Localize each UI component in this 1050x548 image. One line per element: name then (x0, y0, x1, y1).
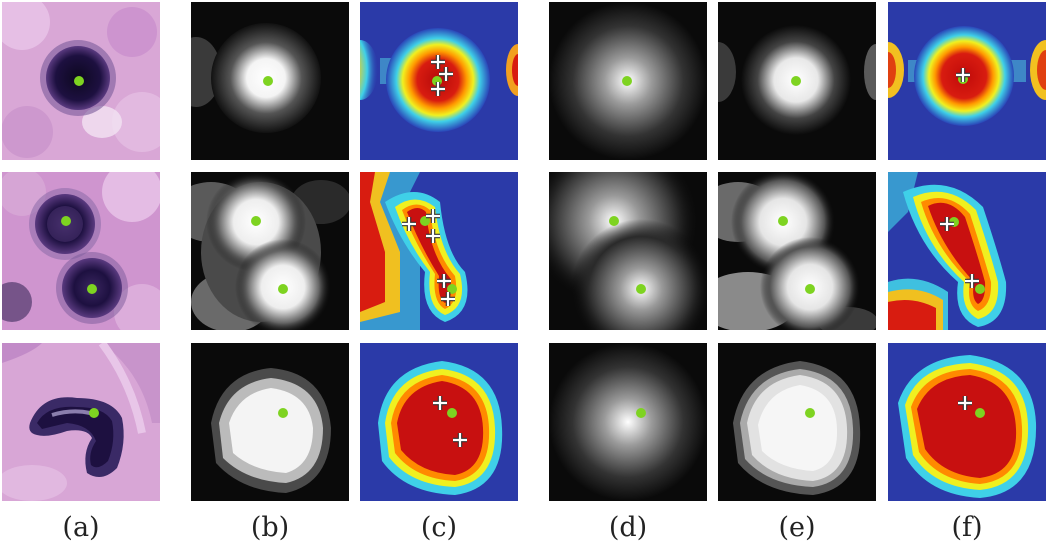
probability-map (191, 343, 349, 501)
histology-image (2, 172, 160, 330)
tile-b-row3 (191, 343, 349, 501)
tile-e-row1 (718, 2, 876, 160)
tile-d-row2 (549, 172, 707, 330)
caption-e: (e) (778, 512, 816, 543)
tile-d-row3 (549, 343, 707, 501)
heatmap (888, 343, 1046, 501)
histology-image (2, 2, 160, 160)
regression-map (718, 2, 876, 160)
tile-d-row1 (549, 2, 707, 160)
tile-c-row3 (360, 343, 518, 501)
heatmap (360, 172, 518, 330)
tile-b-row2 (191, 172, 349, 330)
probability-map (191, 2, 349, 160)
tile-b-row1 (191, 2, 349, 160)
tile-e-row2 (718, 172, 876, 330)
tile-a-row3 (2, 343, 160, 501)
histology-image (2, 343, 160, 501)
probability-map (191, 172, 349, 330)
caption-d: (d) (608, 512, 648, 543)
heatmap (360, 343, 518, 501)
tile-c-row1 (360, 2, 518, 160)
distance-map (549, 172, 707, 330)
tile-e-row3 (718, 343, 876, 501)
heatmap (888, 172, 1046, 330)
caption-b: (b) (250, 512, 290, 543)
distance-map (549, 2, 707, 160)
heatmap (360, 2, 518, 160)
heatmap (888, 2, 1046, 160)
regression-map (718, 343, 876, 501)
caption-a: (a) (62, 512, 100, 543)
distance-map (549, 343, 707, 501)
caption-f: (f) (951, 512, 983, 543)
regression-map (718, 172, 876, 330)
caption-c: (c) (420, 512, 458, 543)
centroid-dot (74, 76, 84, 86)
tile-f-row1 (888, 2, 1046, 160)
tile-f-row3 (888, 343, 1046, 501)
centroid-dot (263, 76, 273, 86)
tile-a-row2 (2, 172, 160, 330)
tile-c-row2 (360, 172, 518, 330)
tile-a-row1 (2, 2, 160, 160)
tile-f-row2 (888, 172, 1046, 330)
